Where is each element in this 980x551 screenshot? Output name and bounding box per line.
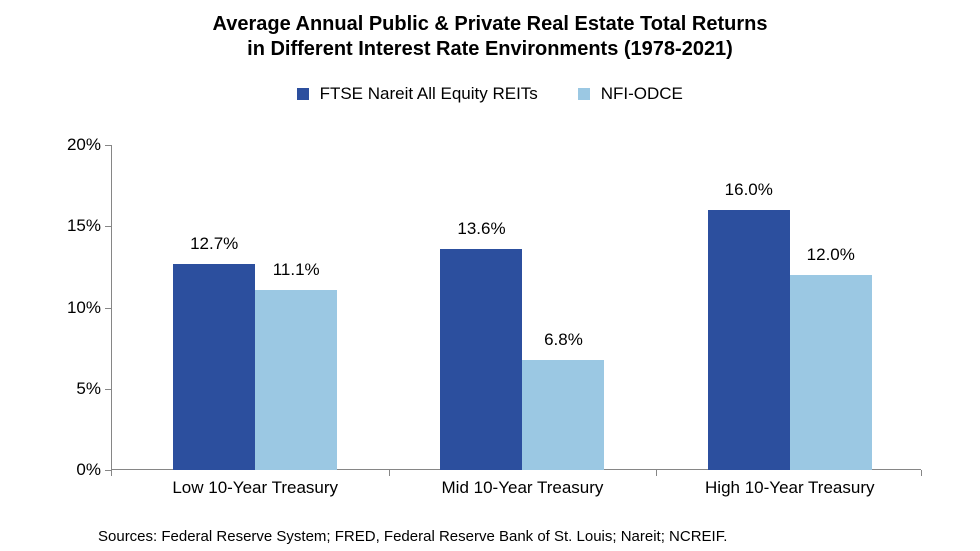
bar	[255, 290, 337, 470]
legend-item-series-1: FTSE Nareit All Equity REITs	[297, 84, 538, 104]
x-tick-mark	[921, 470, 922, 476]
legend: FTSE Nareit All Equity REITs NFI-ODCE	[0, 84, 980, 104]
legend-swatch-1	[297, 88, 309, 100]
x-tick-mark	[389, 470, 390, 476]
bar	[790, 275, 872, 470]
bar-value-label: 12.7%	[190, 234, 238, 254]
source-footnote: Sources: Federal Reserve System; FRED, F…	[98, 528, 727, 545]
y-tick-mark	[105, 145, 111, 146]
bar	[708, 210, 790, 470]
y-tick-mark	[105, 389, 111, 390]
bar-value-label: 11.1%	[273, 260, 320, 280]
chart-title-line2: in Different Interest Rate Environments …	[247, 38, 733, 60]
bar-value-label: 16.0%	[725, 180, 773, 200]
y-tick-mark	[105, 226, 111, 227]
bar-value-label: 13.6%	[457, 219, 505, 239]
chart-title-line1: Average Annual Public & Private Real Est…	[213, 13, 768, 35]
x-tick-mark	[656, 470, 657, 476]
legend-swatch-2	[578, 88, 590, 100]
y-tick-label: 5%	[76, 379, 101, 399]
chart-container: Average Annual Public & Private Real Est…	[0, 0, 980, 551]
x-tick-mark	[111, 470, 112, 476]
bar	[440, 249, 522, 470]
y-axis-line	[111, 145, 112, 470]
legend-label-2: NFI-ODCE	[601, 84, 683, 103]
bar-value-label: 12.0%	[807, 245, 855, 265]
category-label: Low 10-Year Treasury	[172, 478, 338, 498]
plot-area: 0%5%10%15%20%12.7%11.1%Low 10-Year Treas…	[111, 145, 921, 470]
category-label: Mid 10-Year Treasury	[442, 478, 604, 498]
legend-label-1: FTSE Nareit All Equity REITs	[320, 84, 538, 103]
legend-item-series-2: NFI-ODCE	[578, 84, 683, 104]
bar-value-label: 6.8%	[544, 330, 583, 350]
y-tick-mark	[105, 308, 111, 309]
chart-title: Average Annual Public & Private Real Est…	[0, 12, 980, 62]
bar	[522, 360, 604, 471]
category-label: High 10-Year Treasury	[705, 478, 874, 498]
y-tick-label: 20%	[67, 135, 101, 155]
y-tick-label: 15%	[67, 216, 101, 236]
y-tick-label: 0%	[76, 460, 101, 480]
bar	[173, 264, 255, 470]
y-tick-label: 10%	[67, 298, 101, 318]
